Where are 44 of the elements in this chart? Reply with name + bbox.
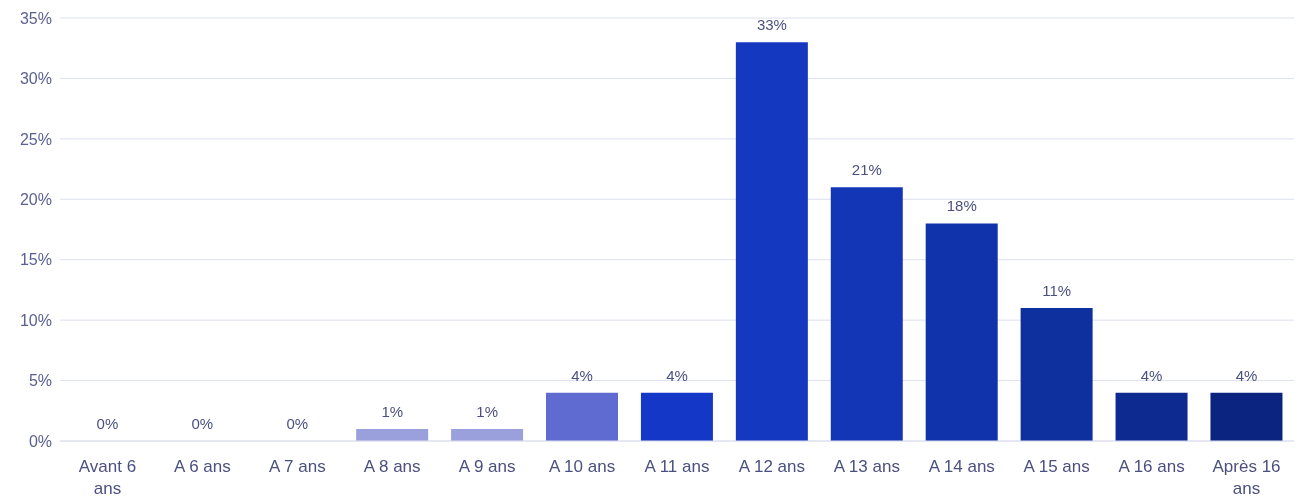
x-tick-label: A 6 ans [174, 457, 231, 477]
bar [1210, 392, 1283, 441]
data-label: 4% [1140, 366, 1163, 384]
bar [925, 223, 998, 441]
data-label: 11% [1042, 282, 1072, 300]
data-label: 33% [756, 16, 787, 34]
x-tick-label: A 10 ans [548, 457, 616, 477]
x-tick-label: A 14 ans [928, 457, 995, 477]
bar [640, 392, 713, 441]
y-tick-label: 25% [19, 130, 52, 148]
data-label: 1% [476, 402, 498, 420]
y-tick-label: 15% [19, 251, 52, 269]
bar [546, 392, 619, 441]
data-label: 0% [286, 415, 309, 432]
bar [830, 187, 903, 441]
x-tick-label: Avant 6 ans [78, 457, 137, 498]
data-label: 4% [666, 366, 688, 384]
y-tick-label: 20% [19, 190, 52, 208]
y-tick-label: 10% [19, 311, 52, 329]
data-label: 1% [381, 402, 404, 420]
x-tick-label: Après 16 ans [1212, 457, 1281, 498]
x-tick-label: A 8 ans [363, 457, 421, 477]
bar [451, 428, 524, 441]
x-tick-label: A 7 ans [268, 457, 326, 477]
y-tick-label: 30% [19, 70, 52, 88]
data-label: 18% [946, 197, 977, 215]
data-label: 0% [191, 415, 214, 432]
bar [735, 42, 808, 441]
x-tick-label: A 16 ans [1118, 457, 1185, 477]
data-label: 0% [96, 415, 119, 432]
x-tick-label: A 15 ans [1023, 457, 1090, 477]
bar [1020, 308, 1093, 441]
data-label: 4% [571, 366, 593, 384]
y-tick-label: 5% [28, 372, 52, 390]
y-tick-label: 35% [19, 9, 52, 27]
bar [1115, 392, 1188, 441]
data-label: 21% [851, 161, 882, 179]
x-tick-label: A 11 ans [644, 457, 710, 477]
data-label: 4% [1235, 366, 1258, 384]
x-tick-label: A 9 ans [458, 457, 516, 477]
x-tick-label: A 13 ans [833, 457, 900, 477]
y-tick-label: 0% [28, 432, 52, 450]
x-tick-label: A 12 ans [738, 457, 806, 477]
bar [356, 428, 429, 441]
